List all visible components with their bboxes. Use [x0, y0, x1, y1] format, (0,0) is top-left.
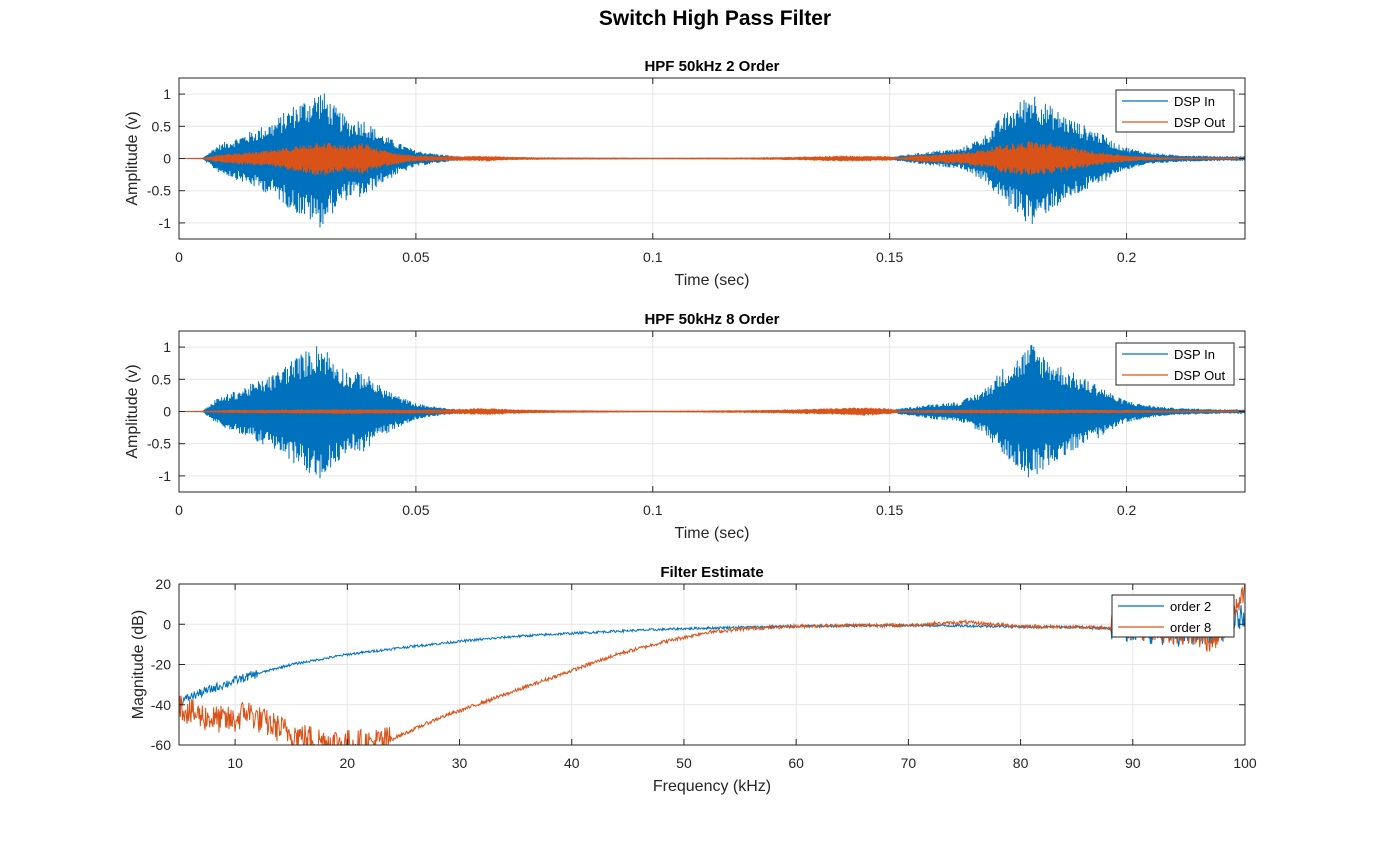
legend-entry: DSP Out	[1174, 115, 1225, 130]
legend-entry: DSP In	[1174, 347, 1215, 362]
subplot-title: HPF 50kHz 2 Order	[644, 58, 779, 75]
figure-title: Switch High Pass Filter	[599, 7, 831, 30]
series-line-dsp-out	[179, 140, 1245, 176]
x-tick-label: 60	[788, 755, 804, 771]
legend: order 2 order 8	[1111, 594, 1235, 638]
x-tick-label: 0.15	[876, 249, 903, 265]
y-tick-label: 20	[155, 576, 171, 592]
x-tick-label: 0.1	[643, 502, 663, 518]
x-tick-label: 40	[564, 755, 580, 771]
x-tick-label: 80	[1013, 755, 1029, 771]
x-tick-label: 30	[452, 755, 468, 771]
x-tick-label: 0.15	[876, 502, 903, 518]
subplot-title: Filter Estimate	[660, 564, 763, 581]
x-axis-label: Frequency (kHz)	[653, 778, 771, 795]
x-tick-label: 0.05	[402, 502, 429, 518]
x-tick-label: 50	[676, 755, 692, 771]
y-tick-label: 1	[163, 86, 171, 102]
legend-entry: DSP Out	[1174, 368, 1225, 383]
legend: DSP In DSP Out	[1115, 89, 1235, 133]
series-line-dsp-out	[179, 407, 1245, 416]
x-tick-label: 70	[901, 755, 917, 771]
x-tick-label: 0.2	[1117, 502, 1137, 518]
plot-series-group	[179, 584, 1245, 745]
x-tick-label: 0.05	[402, 249, 429, 265]
x-tick-label: 100	[1233, 755, 1257, 771]
x-tick-label: 90	[1125, 755, 1141, 771]
x-tick-label: 0.2	[1117, 249, 1137, 265]
x-tick-label: 0	[175, 502, 183, 518]
legend: DSP In DSP Out	[1115, 342, 1235, 386]
axes-layer: 0 0.05 0.1 0.15 0.2 1 0.5 0 -0.5 -1 HPF 50kHz 2 Or…	[124, 58, 1257, 795]
x-axis-label: Time (sec)	[675, 525, 750, 542]
x-tick-label: 0.1	[643, 249, 663, 265]
legend-box	[1115, 89, 1235, 133]
y-tick-label: -20	[151, 657, 171, 673]
x-tick-label: 10	[227, 755, 243, 771]
y-axis-label: Magnitude (dB)	[130, 610, 147, 719]
y-tick-label: 0	[163, 151, 171, 167]
x-tick-label: 20	[340, 755, 356, 771]
y-tick-label: -40	[151, 697, 171, 713]
y-axis-label: Amplitude (v)	[124, 111, 141, 205]
subplot-1: 0 0.05 0.1 0.15 0.2 1 0.5 0 -0.5 -1 HPF 50kHz 2 Or…	[124, 58, 1246, 289]
y-tick-label: -60	[151, 737, 171, 753]
subplot-2: 0 0.05 0.1 0.15 0.2 1 0.5 0 -0.5 -1 HPF 50kHz 8 Or…	[124, 311, 1246, 542]
y-tick-label: 0.5	[152, 118, 172, 134]
y-tick-label: 0	[163, 616, 171, 632]
plot-series-group	[179, 344, 1245, 479]
y-tick-label: 0	[163, 404, 171, 420]
y-tick-label: 1	[163, 339, 171, 355]
y-tick-label: -0.5	[147, 436, 171, 452]
legend-entry: DSP In	[1174, 94, 1215, 109]
y-tick-label: -1	[159, 468, 172, 484]
y-tick-label: -1	[159, 215, 172, 231]
y-tick-label: 0.5	[152, 371, 172, 387]
legend-entry: order 2	[1170, 599, 1211, 614]
subplot-3: 10 20 30 40 50 60 70 80 90 100 20 0 -20 -40 -60 Filter …	[130, 564, 1257, 795]
y-axis-label: Amplitude (v)	[124, 364, 141, 458]
series-line-order-8	[179, 584, 1245, 745]
plot-series-group	[179, 93, 1245, 228]
y-tick-label: -0.5	[147, 183, 171, 199]
legend-box	[1115, 342, 1235, 386]
legend-box	[1111, 594, 1235, 638]
subplot-title: HPF 50kHz 8 Order	[644, 311, 779, 328]
x-tick-label: 0	[175, 249, 183, 265]
legend-entry: order 8	[1170, 620, 1211, 635]
x-axis-label: Time (sec)	[675, 272, 750, 289]
